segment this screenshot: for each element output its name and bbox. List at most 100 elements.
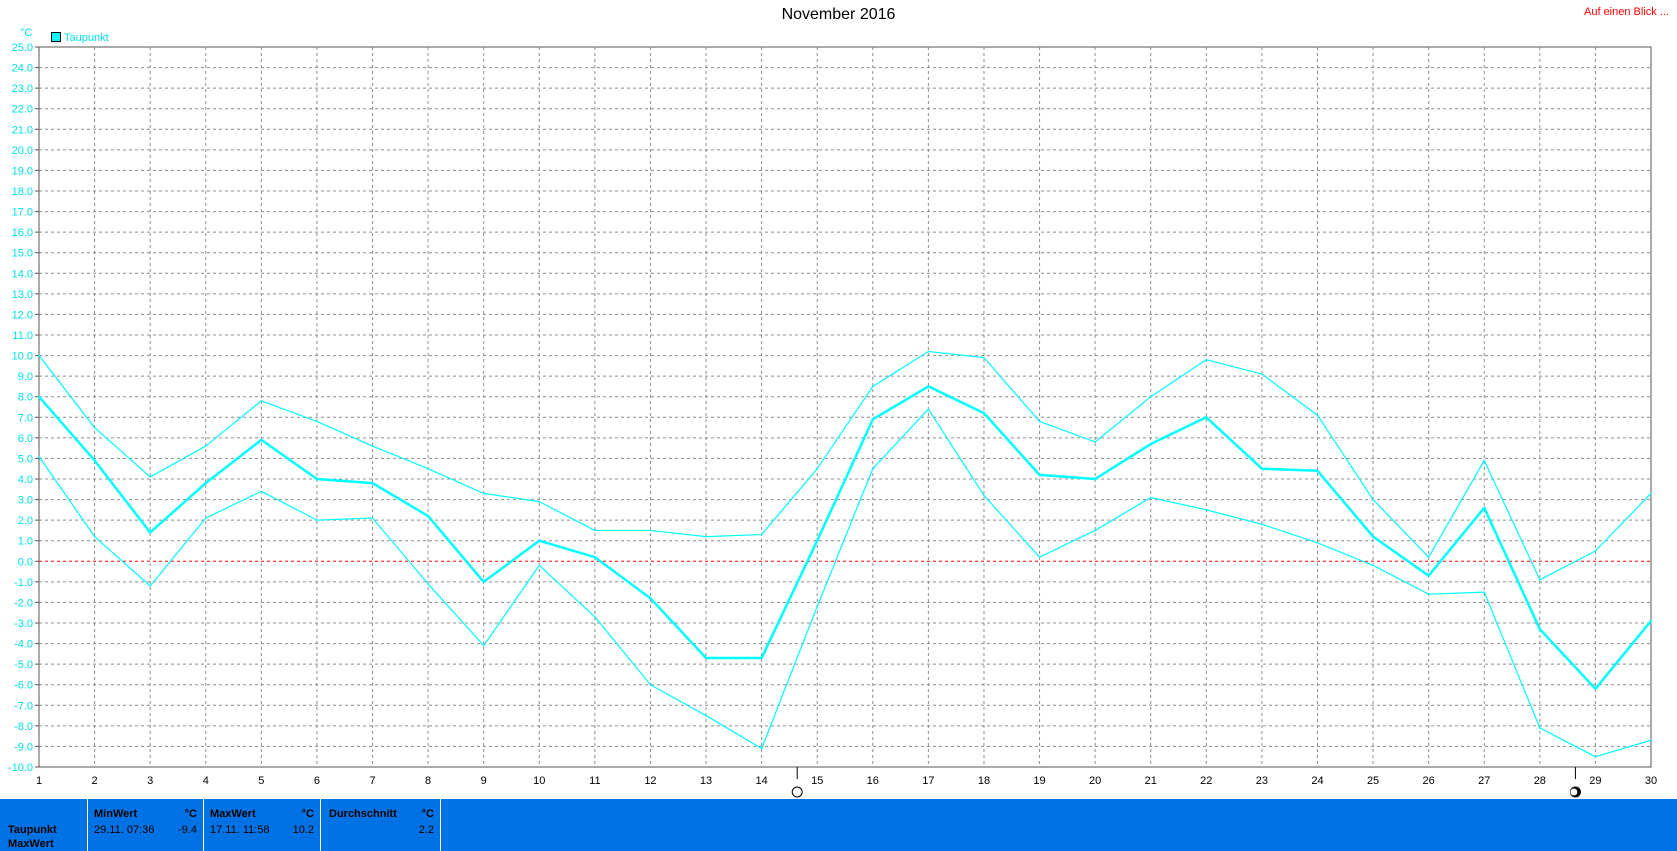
series-point-avg (1372, 535, 1374, 538)
series-point-avg (927, 385, 930, 388)
y-tick-label: 13.0 (12, 289, 33, 301)
y-tick-label: 12.0 (12, 309, 33, 321)
x-tick-label: 25 (1367, 775, 1379, 787)
full-moon-icon (791, 786, 803, 798)
y-tick-label: 10.0 (12, 351, 33, 363)
series-point-min (1316, 541, 1319, 544)
series-point-min (204, 517, 207, 519)
x-tick-label: 19 (1033, 775, 1045, 787)
y-tick-label: 9.0 (18, 371, 33, 383)
series-point-max (371, 445, 374, 447)
x-tick-label: 1 (36, 775, 42, 787)
series-point-avg (1205, 416, 1208, 419)
series-point-min (760, 747, 763, 750)
series-point-min (427, 583, 429, 585)
series-point-min (1594, 755, 1597, 758)
x-tick-label: 17 (922, 775, 934, 787)
series-point-max (427, 467, 429, 470)
x-tick-label: 3 (147, 775, 153, 787)
overview-link[interactable]: Auf einen Blick ... (1584, 6, 1669, 18)
series-point-avg (1038, 474, 1041, 476)
y-tick-label: -4.0 (14, 639, 33, 651)
new-moon-crescent (1570, 788, 1578, 796)
x-tick-label: 22 (1200, 775, 1212, 787)
y-tick-label: -7.0 (14, 700, 33, 712)
y-tick-label: 19.0 (12, 165, 33, 177)
series-point-avg (204, 482, 207, 484)
series-point-max (983, 356, 985, 359)
series-point-max (594, 529, 596, 532)
x-tick-label: 30 (1645, 775, 1657, 787)
x-tick-label: 14 (755, 775, 767, 787)
x-tick-label: 26 (1423, 775, 1435, 787)
stats-maxwert: MaxWert °C 17.11. 11:58 10.2 (204, 799, 321, 851)
series-point-min (1205, 509, 1208, 511)
minwert-header: MinWert (94, 808, 138, 820)
legend-swatch (51, 32, 61, 42)
durchschnitt-value: 2.2 (418, 824, 434, 836)
stats-durchschnitt: Durchschnitt °C 2.2 (321, 799, 441, 851)
series-point-avg (260, 439, 263, 441)
x-tick-label: 10 (533, 775, 545, 787)
row-label-taupunkt: Taupunkt (8, 824, 57, 836)
series-point-min (594, 616, 596, 618)
x-tick-label: 5 (258, 775, 264, 787)
x-tick-label: 20 (1089, 775, 1101, 787)
series-point-avg (594, 556, 596, 558)
y-tick-label: 1.0 (18, 536, 33, 548)
y-tick-label: 11.0 (12, 330, 33, 342)
series-point-avg (1427, 574, 1430, 577)
series-point-min (1094, 529, 1096, 532)
series-point-max (93, 426, 96, 429)
y-tick-label: 2.0 (18, 515, 33, 527)
x-tick-label: 21 (1145, 775, 1157, 787)
series-point-max (260, 400, 263, 402)
x-tick-label: 11 (589, 775, 600, 787)
series-point-max (705, 535, 707, 538)
x-tick-label: 28 (1534, 775, 1546, 787)
series-point-min (1483, 591, 1486, 593)
y-tick-label: 23.0 (12, 83, 33, 95)
series-point-max (1427, 556, 1430, 558)
series-point-max (316, 420, 318, 423)
dewpoint-chart: 25.024.023.022.021.020.019.018.017.016.0… (8, 42, 1657, 798)
durchschnitt-unit: °C (421, 808, 434, 820)
y-tick-label: 6.0 (18, 433, 33, 445)
x-tick-label: 9 (481, 775, 487, 787)
series-point-max (1038, 420, 1041, 423)
maxwert-header: MaxWert (210, 808, 256, 820)
series-point-max (649, 529, 652, 532)
series-point-avg (1316, 469, 1319, 472)
x-tick-label: 23 (1256, 775, 1268, 787)
series-point-min (871, 467, 874, 470)
series-point-max (482, 492, 485, 495)
series-point-avg (1261, 467, 1263, 470)
series-point-max (204, 445, 207, 447)
series-point-min (371, 517, 374, 519)
y-tick-label: 18.0 (12, 186, 33, 198)
series-point-max (816, 467, 819, 470)
y-tick-label: 17.0 (12, 207, 33, 219)
series-point-min (93, 535, 96, 538)
series-point-avg (1650, 620, 1652, 622)
series-point-max (760, 533, 763, 536)
x-tick-label: 2 (92, 775, 98, 787)
maxwert-value: 10.2 (292, 824, 314, 836)
y-tick-label: -6.0 (14, 680, 33, 692)
series-point-max (1261, 373, 1263, 375)
series-line-max (38, 350, 1652, 581)
series-point-min (1149, 496, 1152, 499)
series-point-min (482, 644, 485, 647)
series-line-avg (38, 385, 1652, 691)
legend-label: Taupunkt (64, 32, 109, 44)
x-tick-label: 7 (369, 775, 375, 787)
y-tick-label: -1.0 (14, 577, 33, 589)
series-point-avg (38, 395, 40, 398)
series-point-avg (316, 478, 318, 480)
series-point-max (1094, 441, 1096, 443)
series-point-min (1539, 727, 1541, 729)
x-tick-label: 8 (425, 775, 431, 787)
series-point-min (1261, 523, 1263, 526)
series-line-min (38, 408, 1652, 758)
y-tick-label: 3.0 (18, 495, 33, 507)
